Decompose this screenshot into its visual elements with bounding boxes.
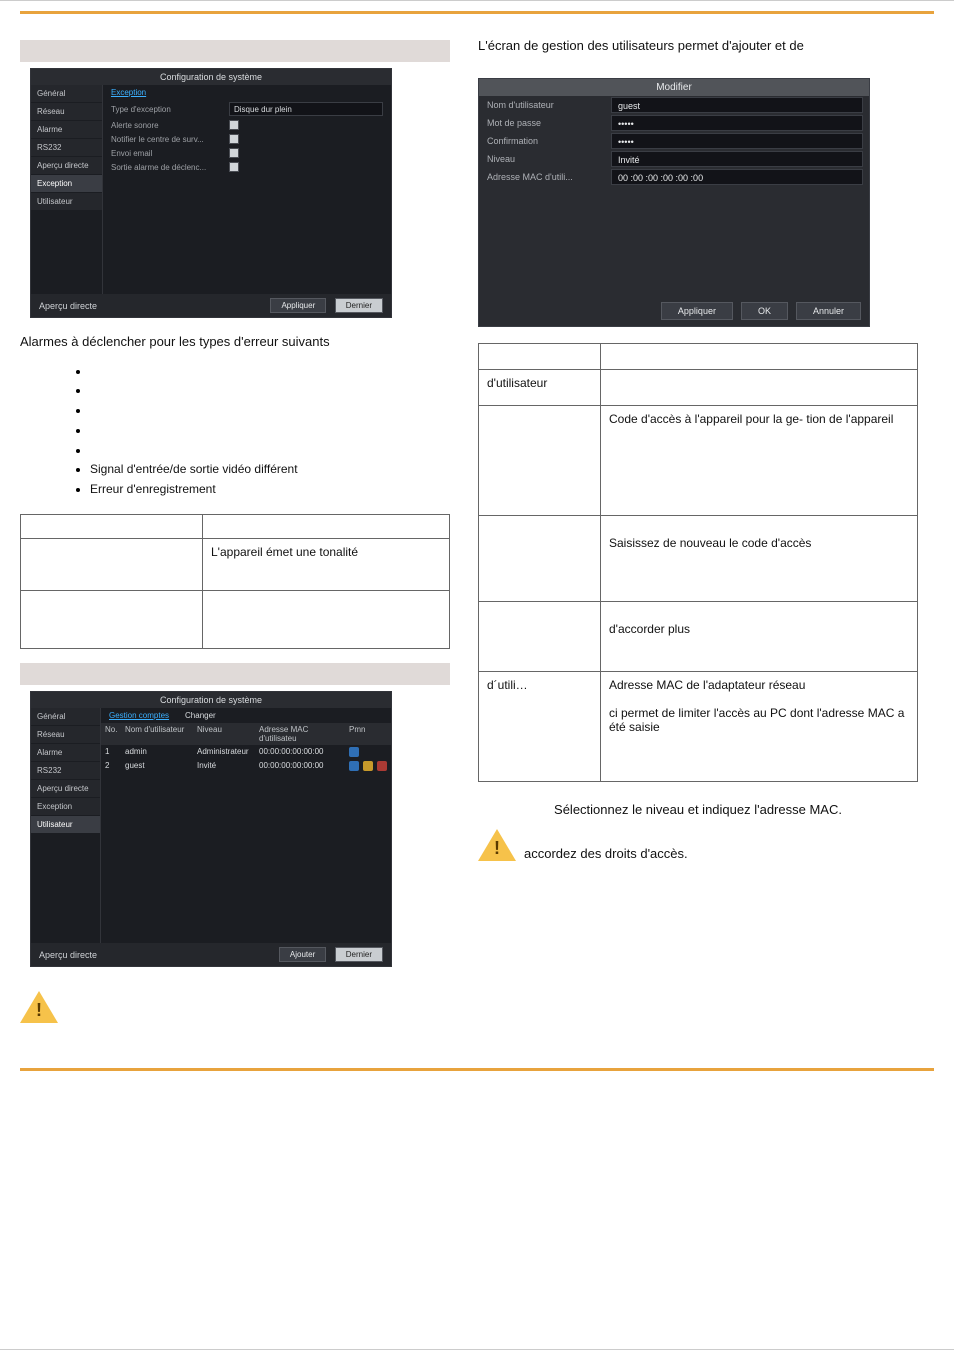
list-item bbox=[90, 381, 450, 401]
dlg-apply-button[interactable]: Appliquer bbox=[661, 302, 733, 320]
bottom-orange-bar bbox=[20, 1068, 934, 1071]
dlg-label: Adresse MAC d'utili... bbox=[479, 169, 611, 185]
panel1-main: Exception Type d'exception Disque dur ple… bbox=[103, 85, 391, 294]
table-row bbox=[21, 515, 450, 539]
left-column: Configuration de système Général Réseau … bbox=[20, 32, 450, 1028]
exception-config-panel: Configuration de système Général Réseau … bbox=[30, 68, 392, 318]
sidebar-item-reseau[interactable]: Réseau bbox=[31, 103, 102, 121]
tab-changer[interactable]: Changer bbox=[177, 708, 224, 723]
sidebar-item-reseau[interactable]: Réseau bbox=[31, 726, 100, 744]
confirm-field[interactable]: ••••• bbox=[611, 133, 863, 149]
modify-user-dialog: Modifier Nom d'utilisateurguest Mot de p… bbox=[478, 78, 870, 327]
table-row[interactable]: 1adminAdministrateur00:00:00:00:00:00 bbox=[101, 745, 391, 759]
row-label: Notifier le centre de surv... bbox=[111, 135, 221, 144]
delete-icon[interactable] bbox=[377, 747, 387, 757]
row-label: Type d'exception bbox=[111, 105, 221, 114]
password-field[interactable]: ••••• bbox=[611, 115, 863, 131]
list-item: Signal d'entrée/de sortie vidéo différen… bbox=[90, 460, 450, 480]
dlg-label: Mot de passe bbox=[479, 115, 611, 131]
right-warning-row: accordez des droits d'accès. bbox=[478, 829, 918, 863]
mac-field[interactable]: 00 :00 :00 :00 :00 :00 bbox=[611, 169, 863, 185]
sidebar-item-general[interactable]: Général bbox=[31, 85, 102, 103]
user-mgmt-panel: Configuration de système Général Réseau … bbox=[30, 691, 392, 967]
sidebar-item-rs232[interactable]: RS232 bbox=[31, 139, 102, 157]
permission-icon[interactable] bbox=[349, 761, 359, 771]
dlg-cancel-button[interactable]: Annuler bbox=[796, 302, 861, 320]
footer-link-apercu[interactable]: Aperçu directe bbox=[39, 950, 97, 960]
table-row[interactable]: 2guestInvité00:00:00:00:00:00 bbox=[101, 759, 391, 773]
sidebar-item-apercu[interactable]: Aperçu directe bbox=[31, 157, 102, 175]
dlg-label: Nom d'utilisateur bbox=[479, 97, 611, 113]
level-select[interactable]: Invité bbox=[611, 151, 863, 167]
row-label: Envoi email bbox=[111, 149, 221, 158]
row-label: Alerte sonore bbox=[111, 121, 221, 130]
error-type-bullets: Signal d'entrée/de sortie vidéo différen… bbox=[90, 362, 450, 501]
row-label: Sortie alarme de déclenc... bbox=[111, 163, 221, 172]
table-row: Code d'accès à l'appareil pour la ge‐ ti… bbox=[479, 405, 918, 515]
table-row bbox=[21, 591, 450, 649]
sidebar-item-rs232[interactable]: RS232 bbox=[31, 762, 100, 780]
user-table-header: No.Nom d'utilisateurNiveauAdresse MAC d'… bbox=[101, 723, 391, 745]
panel-title: Configuration de système bbox=[31, 69, 391, 85]
sidebar-item-alarme[interactable]: Alarme bbox=[31, 744, 100, 762]
two-column-layout: Configuration de système Général Réseau … bbox=[20, 32, 934, 1028]
list-item: Erreur d'enregistrement bbox=[90, 480, 450, 500]
send-email-checkbox[interactable] bbox=[229, 148, 239, 158]
right-info-table: d'utilisateur Code d'accès à l'appareil … bbox=[478, 343, 918, 782]
panel2-sidebar: Général Réseau Alarme RS232 Aperçu direc… bbox=[31, 708, 101, 943]
table-row: d'utilisateur bbox=[479, 369, 918, 405]
section-header-user bbox=[20, 663, 450, 685]
left-info-table: L'appareil émet une tonalité bbox=[20, 514, 450, 649]
alert-sound-checkbox[interactable] bbox=[229, 120, 239, 130]
footer-link-apercu[interactable]: Aperçu directe bbox=[39, 301, 97, 311]
notify-center-checkbox[interactable] bbox=[229, 134, 239, 144]
sidebar-item-exception[interactable]: Exception bbox=[31, 175, 102, 193]
panel2-main: Gestion comptes Changer No.Nom d'utilisa… bbox=[101, 708, 391, 943]
panel1-sidebar: Général Réseau Alarme RS232 Aperçu direc… bbox=[31, 85, 103, 294]
alarm-caption: Alarmes à déclencher pour les types d'er… bbox=[20, 332, 450, 352]
dlg-label: Confirmation bbox=[479, 133, 611, 149]
table-row: L'appareil émet une tonalité bbox=[21, 539, 450, 591]
warning-text: accordez des droits d'accès. bbox=[524, 845, 688, 863]
username-field[interactable]: guest bbox=[611, 97, 863, 113]
sidebar-item-utilisateur[interactable]: Utilisateur bbox=[31, 816, 100, 834]
right-column: L'écran de gestion des utilisateurs perm… bbox=[478, 32, 918, 1028]
list-item bbox=[90, 421, 450, 441]
exception-type-select[interactable]: Disque dur plein bbox=[229, 102, 383, 116]
dlg-label: Niveau bbox=[479, 151, 611, 167]
sidebar-item-apercu[interactable]: Aperçu directe bbox=[31, 780, 100, 798]
page: Configuration de système Général Réseau … bbox=[0, 0, 954, 1350]
delete-icon[interactable] bbox=[377, 761, 387, 771]
table-row: d´utili…Adresse MAC de l'adaptateur rése… bbox=[479, 671, 918, 781]
list-item bbox=[90, 362, 450, 382]
list-item bbox=[90, 401, 450, 421]
table-row: d'accorder plus bbox=[479, 601, 918, 671]
table-row: Saisissez de nouveau le code d'accès bbox=[479, 515, 918, 601]
edit-icon[interactable] bbox=[363, 747, 373, 757]
tab-gestion-comptes[interactable]: Gestion comptes bbox=[101, 708, 177, 723]
table-row bbox=[479, 343, 918, 369]
sidebar-item-alarme[interactable]: Alarme bbox=[31, 121, 102, 139]
intro-text: L'écran de gestion des utilisateurs perm… bbox=[478, 36, 918, 56]
sidebar-item-general[interactable]: Général bbox=[31, 708, 100, 726]
dialog-title: Modifier bbox=[479, 79, 869, 96]
warning-icon bbox=[20, 991, 58, 1025]
section-header-exception bbox=[20, 40, 450, 62]
right-note: Sélectionnez le niveau et indiquez l'adr… bbox=[478, 800, 918, 820]
back-button[interactable]: Dernier bbox=[335, 947, 383, 962]
add-user-button[interactable]: Ajouter bbox=[279, 947, 326, 962]
apply-button[interactable]: Appliquer bbox=[270, 298, 326, 313]
permission-icon[interactable] bbox=[349, 747, 359, 757]
edit-icon[interactable] bbox=[363, 761, 373, 771]
warning-icon bbox=[478, 829, 516, 863]
panel-title: Configuration de système bbox=[31, 692, 391, 708]
list-item bbox=[90, 441, 450, 461]
dlg-ok-button[interactable]: OK bbox=[741, 302, 788, 320]
top-orange-bar bbox=[20, 11, 934, 14]
alarm-output-checkbox[interactable] bbox=[229, 162, 239, 172]
tab-exception[interactable]: Exception bbox=[103, 85, 154, 100]
sidebar-item-exception[interactable]: Exception bbox=[31, 798, 100, 816]
back-button[interactable]: Dernier bbox=[335, 298, 383, 313]
sidebar-item-utilisateur[interactable]: Utilisateur bbox=[31, 193, 102, 211]
